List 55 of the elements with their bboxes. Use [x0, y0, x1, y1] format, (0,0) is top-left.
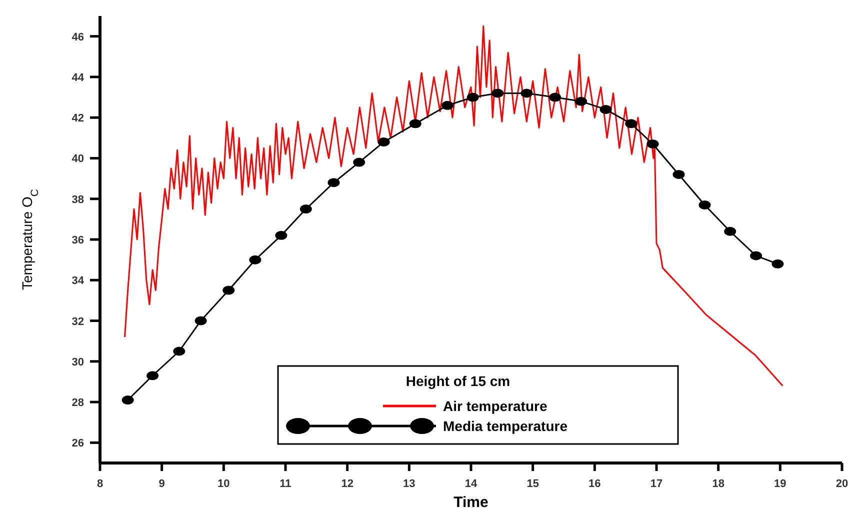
line-series: [124, 25, 784, 387]
point: [328, 178, 340, 188]
x-tick-label: 10: [218, 478, 230, 490]
y-tick-label: 38: [72, 194, 84, 206]
x-tick-label: 14: [464, 478, 478, 490]
point: [492, 88, 504, 98]
legend-label: Media temperature: [443, 418, 568, 434]
x-tick-label: 11: [280, 478, 292, 490]
x-tick-label: 20: [836, 478, 848, 490]
y-tick-label: 34: [72, 275, 85, 288]
x-tick-label: 8: [96, 478, 104, 490]
legend-title: Height of 15 cm: [406, 373, 510, 389]
y-tick-label: 32: [72, 316, 84, 328]
point: [249, 255, 262, 264]
point: [698, 200, 711, 210]
x-tick-label: 15: [526, 478, 539, 490]
point: [750, 251, 762, 260]
point: [466, 92, 479, 102]
x-tick-label: 12: [341, 478, 354, 490]
x-axis-title: Time: [454, 494, 488, 511]
y-tick-label: 26: [72, 438, 84, 450]
point: [222, 286, 235, 295]
y-tick-label: 46: [72, 31, 84, 44]
x-tick-label: 19: [774, 478, 786, 490]
x-tick-label: 9: [158, 478, 165, 490]
y-tick-label: 42: [72, 112, 84, 125]
point: [353, 158, 366, 167]
point: [672, 170, 685, 179]
y-tick-label: 44: [72, 72, 85, 84]
x-tick-label: 17: [650, 478, 663, 490]
point: [378, 137, 390, 146]
point: [442, 100, 454, 110]
point: [409, 119, 422, 128]
point: [646, 140, 659, 149]
point: [300, 204, 312, 214]
y-tick-label: 30: [72, 356, 84, 368]
point: [549, 92, 562, 102]
point: [724, 226, 736, 236]
y-tick-label: 40: [72, 153, 84, 166]
point: [600, 104, 612, 114]
point: [122, 396, 134, 405]
x-tick-label: 16: [588, 478, 601, 490]
point: [275, 230, 288, 240]
point: [194, 316, 207, 326]
legend-label: Air temperature: [443, 398, 548, 414]
x-tick-label: 18: [712, 478, 724, 490]
point: [575, 96, 588, 106]
x-tick-label: 13: [403, 478, 416, 490]
point: [772, 259, 784, 268]
point: [146, 371, 159, 380]
y-tick-label: 28: [72, 397, 84, 410]
y-tick-label: 36: [72, 234, 84, 246]
point: [520, 88, 533, 98]
point: [625, 119, 638, 128]
point: [173, 346, 186, 356]
